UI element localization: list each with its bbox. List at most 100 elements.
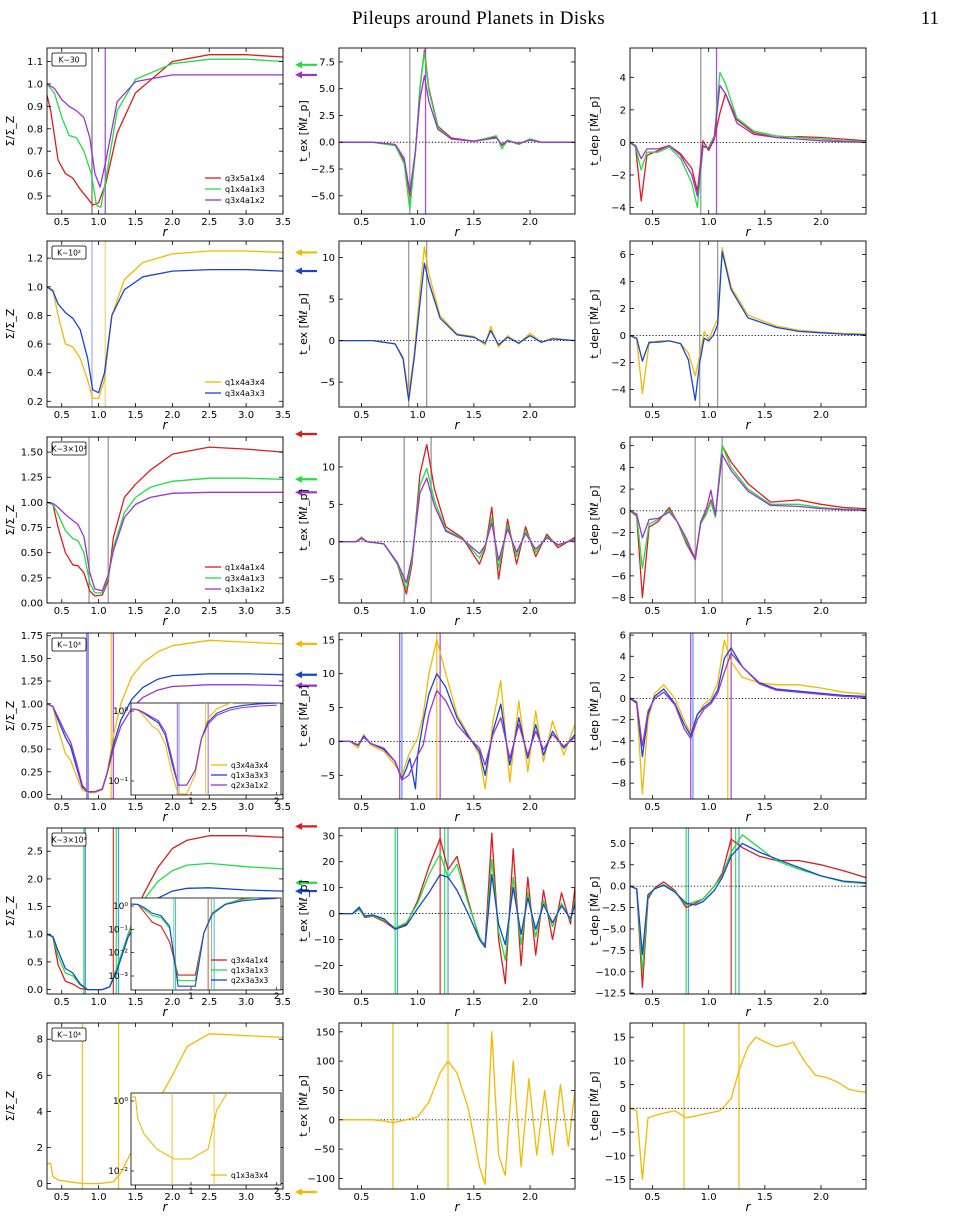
parameter-tag: K∼30 [51, 52, 87, 67]
y-tick-label: −5.0 [311, 191, 335, 202]
x-tick-label: 1.0 [91, 1192, 107, 1203]
x-tick-label: 3.5 [275, 802, 291, 813]
equilibrium-arrowhead [295, 61, 302, 69]
plot-area [47, 48, 283, 214]
series-line [47, 58, 283, 208]
inset-frame [130, 897, 282, 991]
series-line [630, 247, 866, 395]
x-tick-label: 1.5 [757, 997, 773, 1008]
axes-frame [46, 632, 284, 800]
y-tick-label: −4 [611, 203, 626, 214]
x-tick-label: 1.0 [701, 1192, 717, 1203]
y-tick-label: 0.6 [27, 169, 43, 180]
inset-plot-area [131, 703, 277, 795]
y-tick-label: 6 [620, 250, 626, 261]
series-line [630, 445, 866, 569]
y-axis-label: t_dep [Ṁℓ_p] [588, 289, 601, 358]
inset-y-tick-label: 10⁻³ [108, 972, 128, 982]
y-tick-label: 1.5 [27, 902, 43, 913]
y-tick-label: 0.2 [27, 397, 43, 408]
series-line [339, 874, 575, 948]
y-axis-label: t_dep [Ṁℓ_p] [588, 96, 601, 165]
axes-frame [338, 47, 576, 215]
series-line [630, 1036, 866, 1181]
y-tick-label: −7.5 [602, 946, 626, 957]
series-line [339, 477, 575, 584]
x-tick-label: 0.5 [354, 997, 370, 1008]
panel-r3c2: 0.5 1.0 1.5 2.0 −8 −6 −4 −2 0 2 4 6 r t_dep [Ṁℓ_p] [588, 631, 867, 824]
legend-label: q3x4a1x4 [231, 956, 269, 965]
y-tick-label: 10 [322, 462, 335, 473]
x-tick-label: 1.5 [128, 802, 144, 813]
legend-label: q3x4a1x2 [225, 196, 265, 205]
x-tick-label: 1.0 [701, 802, 717, 813]
x-tick-label: 1.5 [757, 802, 773, 813]
y-tick-label: 1.50 [21, 448, 43, 459]
y-tick-label: −4 [611, 385, 626, 396]
panel-r1c0: 0.5 1.0 1.5 2.0 2.5 3.0 3.5 0.2 0.4 0.6 0.8 1.0 1.2 r… [4, 240, 317, 432]
y-tick-label: 50 [322, 1086, 335, 1097]
series-line [339, 832, 575, 985]
parameter-tag-box [51, 637, 87, 652]
equilibrium-arrowhead [295, 887, 302, 895]
y-tick-label: −5 [320, 771, 335, 782]
axes-frame [338, 632, 576, 800]
x-axis-label: r [746, 225, 752, 239]
series-line [339, 51, 575, 211]
equilibrium-arrowhead [295, 682, 302, 690]
x-tick-label: 2.5 [201, 606, 217, 617]
x-tick-label: 2.5 [201, 1192, 217, 1203]
y-tick-label: 15 [613, 1033, 626, 1044]
panel-r2c2: 0.5 1.0 1.5 2.0 −8 −6 −4 −2 0 2 4 6 r t_dep [Ṁℓ_p] [588, 436, 867, 628]
y-tick-label: 4 [620, 463, 626, 474]
axes-frame [629, 47, 867, 215]
x-tick-label: 1.5 [466, 410, 482, 421]
inset-x-tick-label: 1 [188, 992, 194, 1002]
panel-r4c1: 0.5 1.0 1.5 2.0 −30 −20 −10 0 10 20 30 r t_ex [Ṁℓ_p] [297, 827, 576, 1019]
y-tick-label: 2 [620, 673, 626, 684]
inset-frame [130, 1092, 282, 1186]
y-tick-label: 0.5 [27, 192, 43, 203]
x-axis-label: r [455, 418, 461, 432]
legend-label: q1x3a1x3 [231, 966, 269, 975]
series-line [339, 262, 575, 402]
series-line [339, 689, 575, 781]
y-tick-label: 0.25 [21, 767, 43, 778]
inset-series-line [131, 1093, 228, 1160]
x-tick-label: 3.5 [275, 410, 291, 421]
y-tick-label: 4 [620, 73, 626, 84]
series-line [47, 446, 283, 597]
y-tick-label: 0.9 [27, 102, 43, 113]
series-line [630, 453, 866, 561]
series-line [339, 673, 575, 790]
y-tick-label: 0 [329, 537, 335, 548]
x-tick-label: 1.0 [91, 410, 107, 421]
y-tick-label: −5.0 [602, 924, 626, 935]
series-line [47, 491, 283, 592]
axes-frame [46, 47, 284, 215]
inset-series-line [131, 703, 235, 795]
x-tick-label: 1.0 [91, 802, 107, 813]
axes-frame [629, 1022, 867, 1190]
y-tick-label: 1.75 [21, 631, 43, 642]
y-tick-label: −30 [314, 987, 335, 998]
x-tick-label: 0.5 [645, 1192, 661, 1203]
panel-r5c2: 0.5 1.0 1.5 2.0 −15 −10 −5 0 5 10 15 r t_dep [Ṁℓ_p] [588, 1022, 867, 1214]
series-line [339, 467, 575, 590]
y-tick-label: 0 [329, 737, 335, 748]
equilibrium-arrowhead [295, 267, 302, 275]
inset-y-tick-label: 10⁻² [108, 949, 128, 959]
panel-r3c0: 0.5 1.0 1.5 2.0 2.5 3.0 3.5 0.00 0.25 0.50 0.75 1.0… [4, 631, 317, 824]
inset-panel: 10⁰ 10⁻¹ 10⁻² 10⁻³ 1 2 [108, 897, 282, 1002]
x-tick-label: 0.5 [645, 410, 661, 421]
y-tick-label: 10 [322, 883, 335, 894]
x-tick-label: 0.5 [54, 217, 70, 228]
y-tick-label: 20 [322, 857, 335, 868]
x-tick-label: 2.0 [522, 802, 538, 813]
x-axis-label: r [163, 225, 169, 239]
x-axis-label: r [163, 810, 169, 824]
plot-area [339, 241, 575, 407]
x-tick-label: 0.5 [54, 606, 70, 617]
series-line [630, 842, 866, 956]
y-tick-label: 0 [37, 1179, 43, 1190]
